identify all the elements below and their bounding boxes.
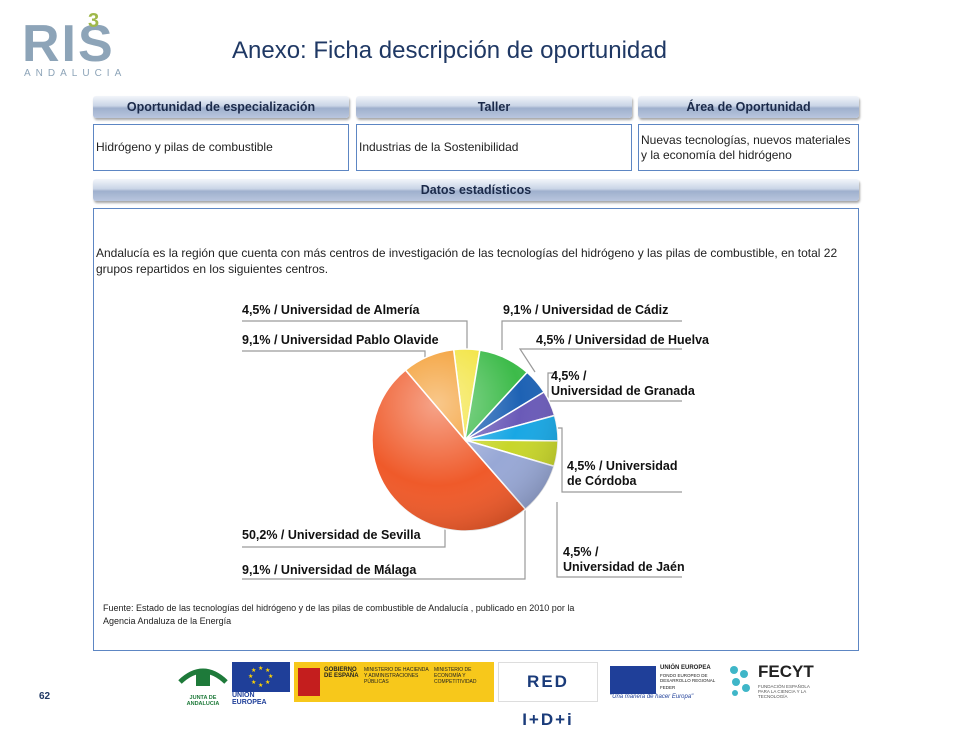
svg-text:★: ★: [268, 673, 273, 680]
leader-huelva: [518, 348, 682, 373]
svg-text:★: ★: [251, 667, 256, 674]
eu-flag-icon: ★ ★ ★ ★ ★ ★ ★ ★: [232, 662, 290, 692]
brand-logo-sub: ANDALUCIA: [24, 68, 127, 79]
leader-cadiz: [501, 320, 682, 350]
ue-logo: ★ ★ ★ ★ ★ ★ ★ ★ UNIÓN EUROPEA: [232, 662, 290, 706]
label-olavide: 9,1% / Universidad Pablo Olavide: [242, 333, 439, 347]
leader-olavide: [242, 350, 426, 363]
label-granada: 4,5% / Universidad de Granada: [551, 369, 695, 398]
leader-malaga: [242, 510, 526, 580]
value-oportunidad: Hidrógeno y pilas de combustible: [96, 140, 273, 154]
coat-of-arms-icon: [298, 668, 320, 696]
source-note: Fuente: Estado de las tecnologías del hi…: [103, 603, 575, 626]
fecyt-logo: FECYT FUNDACIÓN ESPAÑOLA PARA LA CIENCIA…: [728, 660, 818, 702]
fecyt-molecule-icon: [730, 666, 750, 696]
label-cordoba: 4,5% / Universidad de Córdoba: [567, 459, 678, 488]
junta-emblem-icon: [178, 668, 228, 686]
value-box-taller: Industrias de la Sostenibilidad: [356, 124, 632, 171]
gobierno-logo: GOBIERNO DE ESPAÑA MINISTERIO DE HACIEND…: [294, 662, 494, 702]
stats-paragraph: Andalucía es la región que cuenta con má…: [96, 246, 838, 276]
page-title: Anexo: Ficha descripción de oportunidad: [232, 37, 667, 64]
header-area: Área de Oportunidad: [638, 96, 859, 118]
leader-lines: [242, 320, 682, 580]
label-malaga: 9,1% / Universidad de Málaga: [242, 563, 417, 577]
leader-cordoba: [555, 427, 682, 493]
pie-chart: [242, 320, 682, 580]
svg-text:★: ★: [258, 682, 263, 689]
label-sevilla: 50,2% / Universidad de Sevilla: [242, 528, 421, 542]
value-box-oportunidad: Hidrógeno y pilas de combustible: [93, 124, 349, 171]
label-jaen: 4,5% / Universidad de Jaén: [563, 545, 685, 574]
svg-text:★: ★: [248, 673, 253, 680]
svg-text:★: ★: [265, 679, 270, 686]
svg-text:★: ★: [265, 667, 270, 674]
value-taller: Industrias de la Sostenibilidad: [359, 140, 519, 154]
red-idi-logo: RED I+D+i: [498, 662, 598, 729]
pie-shine: [372, 349, 558, 531]
brand-logo-superscript: 3: [88, 10, 100, 32]
header-taller: Taller: [356, 96, 632, 118]
label-cadiz: 9,1% / Universidad de Cádiz: [503, 303, 669, 317]
leader-jaen: [556, 502, 682, 578]
leader-almeria: [242, 320, 468, 350]
eu-flag-icon-2: [610, 666, 656, 694]
value-box-area: Nuevas tecnologías, nuevos materiales y …: [638, 124, 859, 171]
label-huelva: 4,5% / Universidad de Huelva: [536, 333, 709, 347]
junta-logo: JUNTA DE ANDALUCIA: [176, 660, 230, 707]
value-area: Nuevas tecnologías, nuevos materiales y …: [641, 132, 851, 162]
brand-logo-letters: RIS: [22, 15, 115, 73]
header-oportunidad: Oportunidad de especialización: [93, 96, 349, 118]
ue-feder-logo: UNIÓN EUROPEA FONDO EUROPEO DE DESARROLL…: [610, 665, 716, 700]
leader-granada: [547, 372, 682, 402]
label-almeria: 4,5% / Universidad de Almería: [242, 303, 420, 317]
header-datos: Datos estadísticos: [93, 179, 859, 201]
svg-text:★: ★: [258, 665, 263, 672]
page-number: 62: [39, 691, 51, 702]
svg-text:★: ★: [251, 679, 256, 686]
